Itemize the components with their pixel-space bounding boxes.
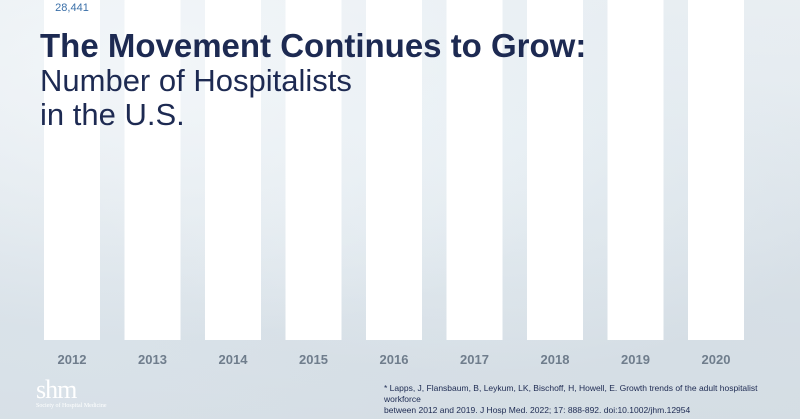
- bar-2015: [285, 0, 342, 340]
- bar-2014: [205, 0, 261, 340]
- category-label-2013: 2013: [138, 352, 167, 367]
- bar-2012: [44, 0, 100, 340]
- chart-subtitle-line-1: Number of Hospitalists: [40, 63, 352, 98]
- bar-2016: [366, 0, 422, 340]
- bar-2018: [527, 0, 583, 341]
- logo-mark: shm: [36, 375, 77, 404]
- value-label-2012: 28,441: [55, 2, 89, 14]
- bar-2020: [688, 0, 744, 340]
- citation: * Lapps, J, Flansbaum, B, Leykum, LK, Bi…: [384, 383, 784, 416]
- shm-logo: shm Society of Hospital Medicine: [36, 375, 107, 410]
- logo-tagline: Society of Hospital Medicine: [36, 403, 107, 409]
- category-label-2020: 2020: [702, 352, 731, 367]
- chart-subtitle-line-2: in the U.S.: [40, 97, 185, 132]
- bar-2017: [446, 0, 503, 341]
- citation-line-1: * Lapps, J, Flansbaum, B, Leykum, LK, Bi…: [384, 383, 758, 404]
- category-label-2016: 2016: [380, 352, 409, 367]
- category-label-2015: 2015: [299, 352, 328, 367]
- citation-line-2: between 2012 and 2019. J Hosp Med. 2022;…: [384, 405, 691, 415]
- title-block: The Movement Continues to Grow: Number o…: [40, 28, 586, 132]
- category-label-2018: 2018: [541, 352, 570, 367]
- category-label-2019: 2019: [621, 352, 650, 367]
- chart-title: The Movement Continues to Grow:: [40, 27, 587, 64]
- category-label-2012: 2012: [58, 352, 87, 367]
- bar-2013: [124, 0, 181, 340]
- bar-2019: [607, 0, 664, 340]
- category-label-2017: 2017: [460, 352, 489, 367]
- category-label-2014: 2014: [219, 352, 249, 367]
